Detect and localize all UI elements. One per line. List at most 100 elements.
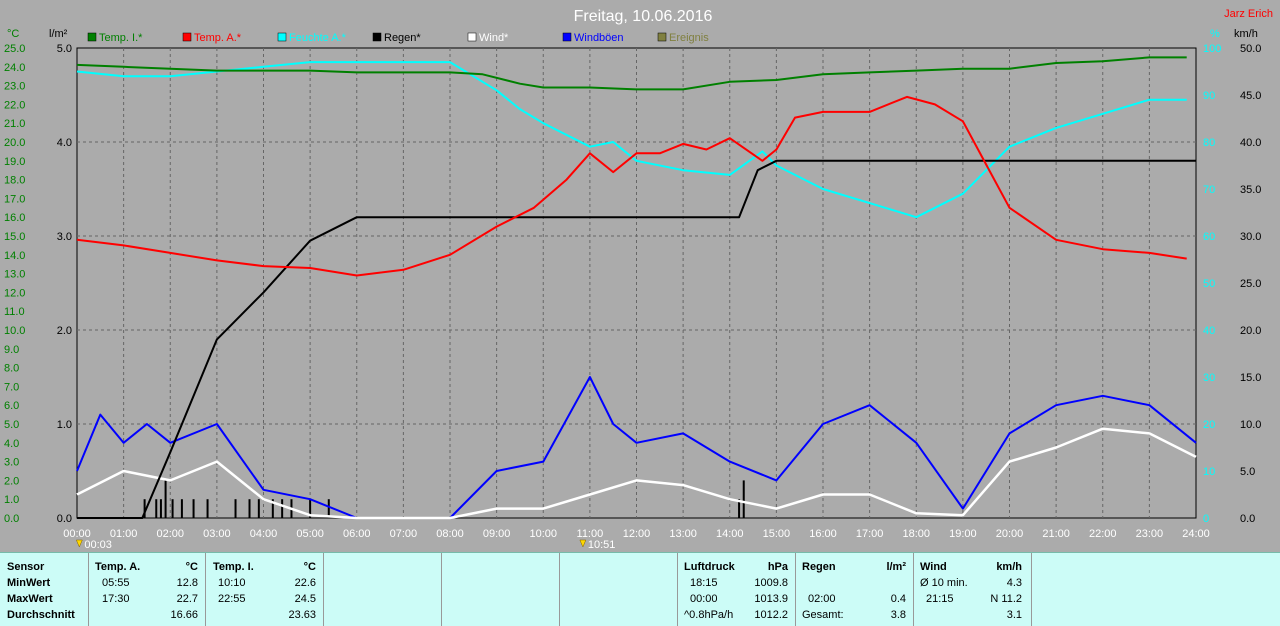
humidity-tick-label: 60 — [1203, 231, 1215, 243]
temp-tick-label: 14.0 — [4, 250, 25, 262]
humidity-tick-label: 90 — [1203, 90, 1215, 102]
x-tick-label: 21:00 — [1042, 528, 1070, 540]
series-line-tempa — [76, 95, 1187, 277]
temp-tick-label: 8.0 — [4, 363, 19, 375]
legend-swatch — [182, 32, 192, 42]
wind-day-avg-value: 3.1 — [1006, 609, 1022, 621]
x-tick-label: 02:00 — [156, 528, 184, 540]
wind-tick-label: 30.0 — [1240, 231, 1261, 243]
temp-tick-label: 24.0 — [4, 62, 25, 74]
tempI-header: Temp. I. — [213, 561, 254, 573]
legend-swatch — [562, 32, 572, 42]
legend-swatch — [87, 32, 97, 42]
rain-bar — [248, 499, 251, 518]
rain-tick-label: 1.0 — [57, 419, 72, 431]
legend-label: Ereignis — [669, 32, 709, 44]
event-time-label: 10:51 — [588, 539, 616, 551]
wind-tick-label: 25.0 — [1240, 278, 1261, 290]
event-icon — [579, 539, 587, 548]
grid — [77, 48, 1196, 518]
x-tick-label: 06:00 — [343, 528, 371, 540]
x-tick-label: 23:00 — [1136, 528, 1164, 540]
wind-tick-label: 5.0 — [1240, 466, 1255, 478]
series-line-feuchtea — [76, 61, 1187, 219]
pressure-max-value: 1013.9 — [754, 593, 788, 605]
legend-label: Temp. A.* — [194, 32, 242, 44]
x-tick-label: 22:00 — [1089, 528, 1117, 540]
temp-tick-label: 2.0 — [4, 475, 19, 487]
tempI-avg-value: 23.63 — [288, 609, 316, 621]
temp-tick-label: 20.0 — [4, 137, 25, 149]
rain-tick-label: 3.0 — [57, 231, 72, 243]
temp-tick-label: 19.0 — [4, 156, 25, 168]
temp-tick-label: 23.0 — [4, 81, 25, 93]
legend-swatch — [277, 32, 287, 42]
temp-unit-label: °C — [7, 28, 19, 40]
row-label-avg: Durchschnitt — [7, 609, 75, 621]
rain-bar — [192, 499, 195, 518]
rain-bar — [257, 499, 260, 518]
pressure-min-value: 1009.8 — [754, 577, 788, 589]
tempA-min-value: 12.8 — [176, 577, 198, 589]
wind-tick-label: 0.0 — [1240, 513, 1255, 525]
legend-label: Regen* — [384, 32, 421, 44]
wind-avg-label: Ø 10 min. — [920, 577, 968, 589]
temp-tick-label: 10.0 — [4, 325, 25, 337]
rain-bar — [309, 499, 312, 518]
legend-swatch — [657, 32, 667, 42]
rain-total-label: Gesamt: — [802, 609, 844, 621]
tempA-unit: °C — [185, 561, 198, 573]
legend: Temp. I.* Temp. A.* Feuchte A.* Regen* Wind*… — [87, 32, 709, 44]
x-tick-label: 17:00 — [856, 528, 884, 540]
x-tick-label: 05:00 — [296, 528, 324, 540]
rain-header: Regen — [802, 561, 836, 573]
event-icon — [75, 539, 83, 548]
humidity-unit-label: % — [1210, 28, 1220, 40]
x-tick-label: 07:00 — [390, 528, 418, 540]
sensor-header: Sensor — [7, 561, 45, 573]
rain-bar — [159, 499, 162, 518]
rain-max-value: 0.4 — [890, 593, 906, 605]
humidity-tick-label: 20 — [1203, 419, 1215, 431]
rain-tick-label: 0.0 — [57, 513, 72, 525]
humidity-tick-label: 10 — [1203, 466, 1215, 478]
wind-avg-value: 4.3 — [1006, 577, 1022, 589]
humidity-tick-label: 70 — [1203, 184, 1215, 196]
row-label-min: MinWert — [7, 577, 51, 589]
tempA-avg-value: 16.66 — [170, 609, 198, 621]
wind-max-time: 21:15 — [926, 593, 954, 605]
pressure-header: Luftdruck — [684, 561, 735, 573]
rain-bar — [180, 499, 183, 518]
x-tick-label: 12:00 — [623, 528, 651, 540]
pressure-min-time: 18:15 — [690, 577, 718, 589]
x-tick-label: 18:00 — [902, 528, 930, 540]
wind-tick-label: 15.0 — [1240, 372, 1261, 384]
author-label: Jarz Erich — [1224, 8, 1273, 20]
temp-tick-label: 7.0 — [4, 381, 19, 393]
tempI-max-time: 22:55 — [218, 593, 246, 605]
temp-tick-label: 15.0 — [4, 231, 25, 243]
rain-bar — [143, 499, 146, 518]
series-line-regen — [77, 159, 1196, 519]
legend-label: Windböen — [574, 32, 624, 44]
legend-label: Feuchte A.* — [289, 32, 347, 44]
x-tick-label: 08:00 — [436, 528, 464, 540]
row-label-max: MaxWert — [7, 593, 53, 605]
temp-tick-label: 1.0 — [4, 494, 19, 506]
temp-tick-label: 18.0 — [4, 175, 25, 187]
event-markers: 00:03 10:51 — [75, 539, 616, 551]
tempA-max-value: 22.7 — [176, 593, 198, 605]
temp-tick-label: 13.0 — [4, 269, 25, 281]
legend-label: Wind* — [479, 32, 509, 44]
x-tick-label: 01:00 — [110, 528, 138, 540]
humidity-tick-label: 30 — [1203, 372, 1215, 384]
rain-bar — [738, 499, 741, 518]
rain-tick-label: 4.0 — [57, 137, 72, 149]
rain-bar — [155, 499, 158, 518]
pressure-trend: ^0.8hPa/h — [684, 609, 734, 621]
x-tick-label: 15:00 — [763, 528, 791, 540]
temp-tick-label: 12.0 — [4, 287, 25, 299]
pressure-max-time: 00:00 — [690, 593, 718, 605]
rain-unit: l/m² — [886, 561, 906, 573]
humidity-tick-label: 0 — [1203, 513, 1209, 525]
